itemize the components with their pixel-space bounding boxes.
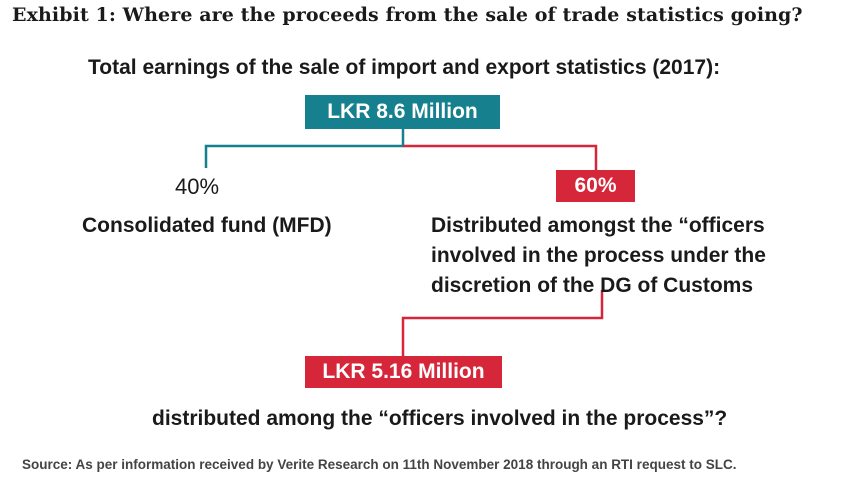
diagram-subtitle: Total earnings of the sale of import and…: [88, 56, 721, 79]
distributed-total-description: distributed among the “officers involved…: [152, 407, 728, 430]
connector-bottom-line: [401, 290, 604, 356]
right-branch-percent-box: 60%: [556, 170, 635, 202]
connector-left-line: [204, 129, 405, 168]
distributed-total-label: LKR 5.16 Million: [322, 360, 485, 383]
left-branch-description: Consolidated fund (MFD): [82, 214, 332, 237]
distributed-total-box: LKR 5.16 Million: [305, 356, 502, 388]
right-branch-percent: 60%: [574, 174, 617, 197]
total-earnings-box: LKR 8.6 Million: [305, 95, 500, 129]
exhibit-title: Exhibit 1: Where are the proceeds from t…: [12, 4, 803, 26]
source-note: Source: As per information received by V…: [22, 457, 737, 472]
total-earnings-label: LKR 8.6 Million: [327, 100, 478, 123]
right-branch-description: Distributed amongst the “officers involv…: [431, 214, 766, 297]
connector-right-line: [403, 144, 598, 170]
left-branch-percent: 40%: [175, 174, 220, 199]
